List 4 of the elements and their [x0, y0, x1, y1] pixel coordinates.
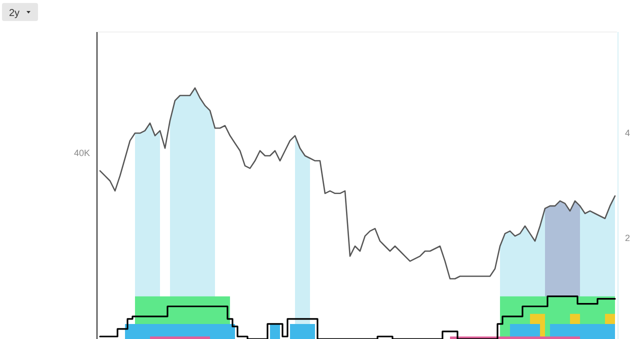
- text: 4: [625, 128, 630, 138]
- text: 2y: [9, 8, 20, 19]
- text: 2: [625, 233, 630, 244]
- text: 40K: [74, 148, 90, 158]
